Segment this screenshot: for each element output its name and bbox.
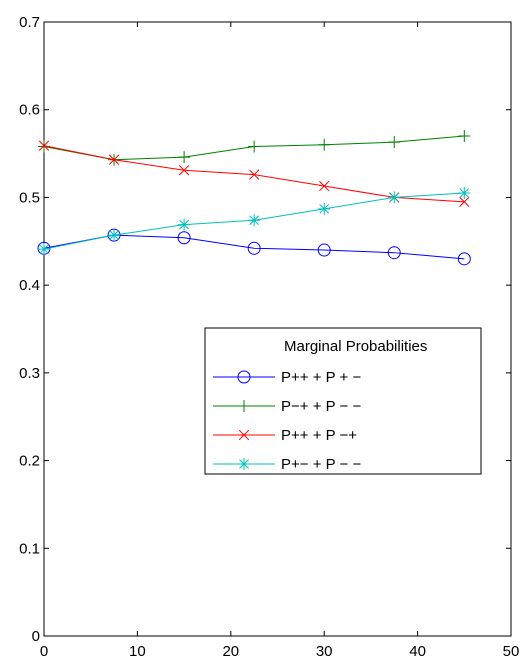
legend-entry-2: P−+ + P − − — [213, 398, 361, 415]
legend-marker — [238, 400, 250, 412]
data-point — [177, 231, 191, 245]
data-point — [178, 165, 190, 176]
data-point — [388, 136, 401, 149]
data-point — [319, 180, 330, 192]
x-tick-label: 10 — [129, 643, 146, 660]
data-point — [108, 229, 121, 242]
x-tick-label: 0 — [40, 643, 48, 660]
legend-title: Marginal Probabilities — [284, 338, 427, 355]
y-tick-label: 0.6 — [19, 102, 40, 119]
legend-marker — [238, 458, 250, 470]
data-point — [38, 140, 50, 151]
x-tick-label: 50 — [503, 643, 520, 660]
y-tick-label: 0.1 — [19, 540, 40, 557]
y-tick-label: 0.3 — [19, 365, 40, 382]
data-point — [108, 154, 120, 165]
data-point — [248, 169, 260, 180]
y-tick-label: 0.2 — [19, 453, 40, 470]
y-tick-label: 0.7 — [19, 14, 40, 31]
legend-marker — [237, 370, 251, 384]
x-tick-label: 40 — [409, 643, 426, 660]
data-point — [457, 252, 471, 266]
y-tick-label: 0.5 — [19, 189, 40, 206]
y-tick-label: 0 — [32, 628, 40, 645]
axes: 0 10 20 30 40 50 0 0.1 0.2 0.3 0.4 0.5 0.6 0.7 — [19, 14, 519, 660]
legend-label: P++ + P + − — [281, 369, 361, 386]
data-point — [317, 243, 331, 257]
data-point — [178, 218, 191, 231]
legend-marker — [238, 429, 250, 441]
data-point — [178, 151, 191, 164]
y-tick-label: 0.4 — [19, 277, 40, 294]
data-point — [459, 196, 470, 207]
data-point — [247, 241, 261, 255]
x-tick-label: 20 — [222, 643, 239, 660]
legend: Marginal Probabilities P++ + P + − P−+ + … — [204, 327, 482, 475]
data-point — [458, 130, 471, 143]
legend-entry-1: P++ + P + − — [213, 369, 361, 386]
data-point — [458, 187, 471, 200]
data-point — [248, 140, 261, 153]
data-point — [248, 214, 261, 227]
series-layer — [37, 130, 471, 266]
x-tick-label: 30 — [316, 643, 333, 660]
data-point — [388, 191, 401, 204]
data-point — [318, 138, 331, 151]
legend-label: P+− + P − − — [281, 456, 361, 473]
data-point — [38, 243, 50, 256]
data-point — [318, 202, 331, 215]
legend-box — [204, 327, 482, 475]
legend-entry-3: P++ + P −+ — [213, 427, 357, 444]
legend-label: P++ + P −+ — [281, 427, 357, 444]
legend-label: P−+ + P − − — [281, 398, 361, 415]
data-point — [387, 246, 401, 260]
legend-entry-4: P+− + P − − — [213, 456, 361, 473]
series-4 — [38, 187, 471, 256]
